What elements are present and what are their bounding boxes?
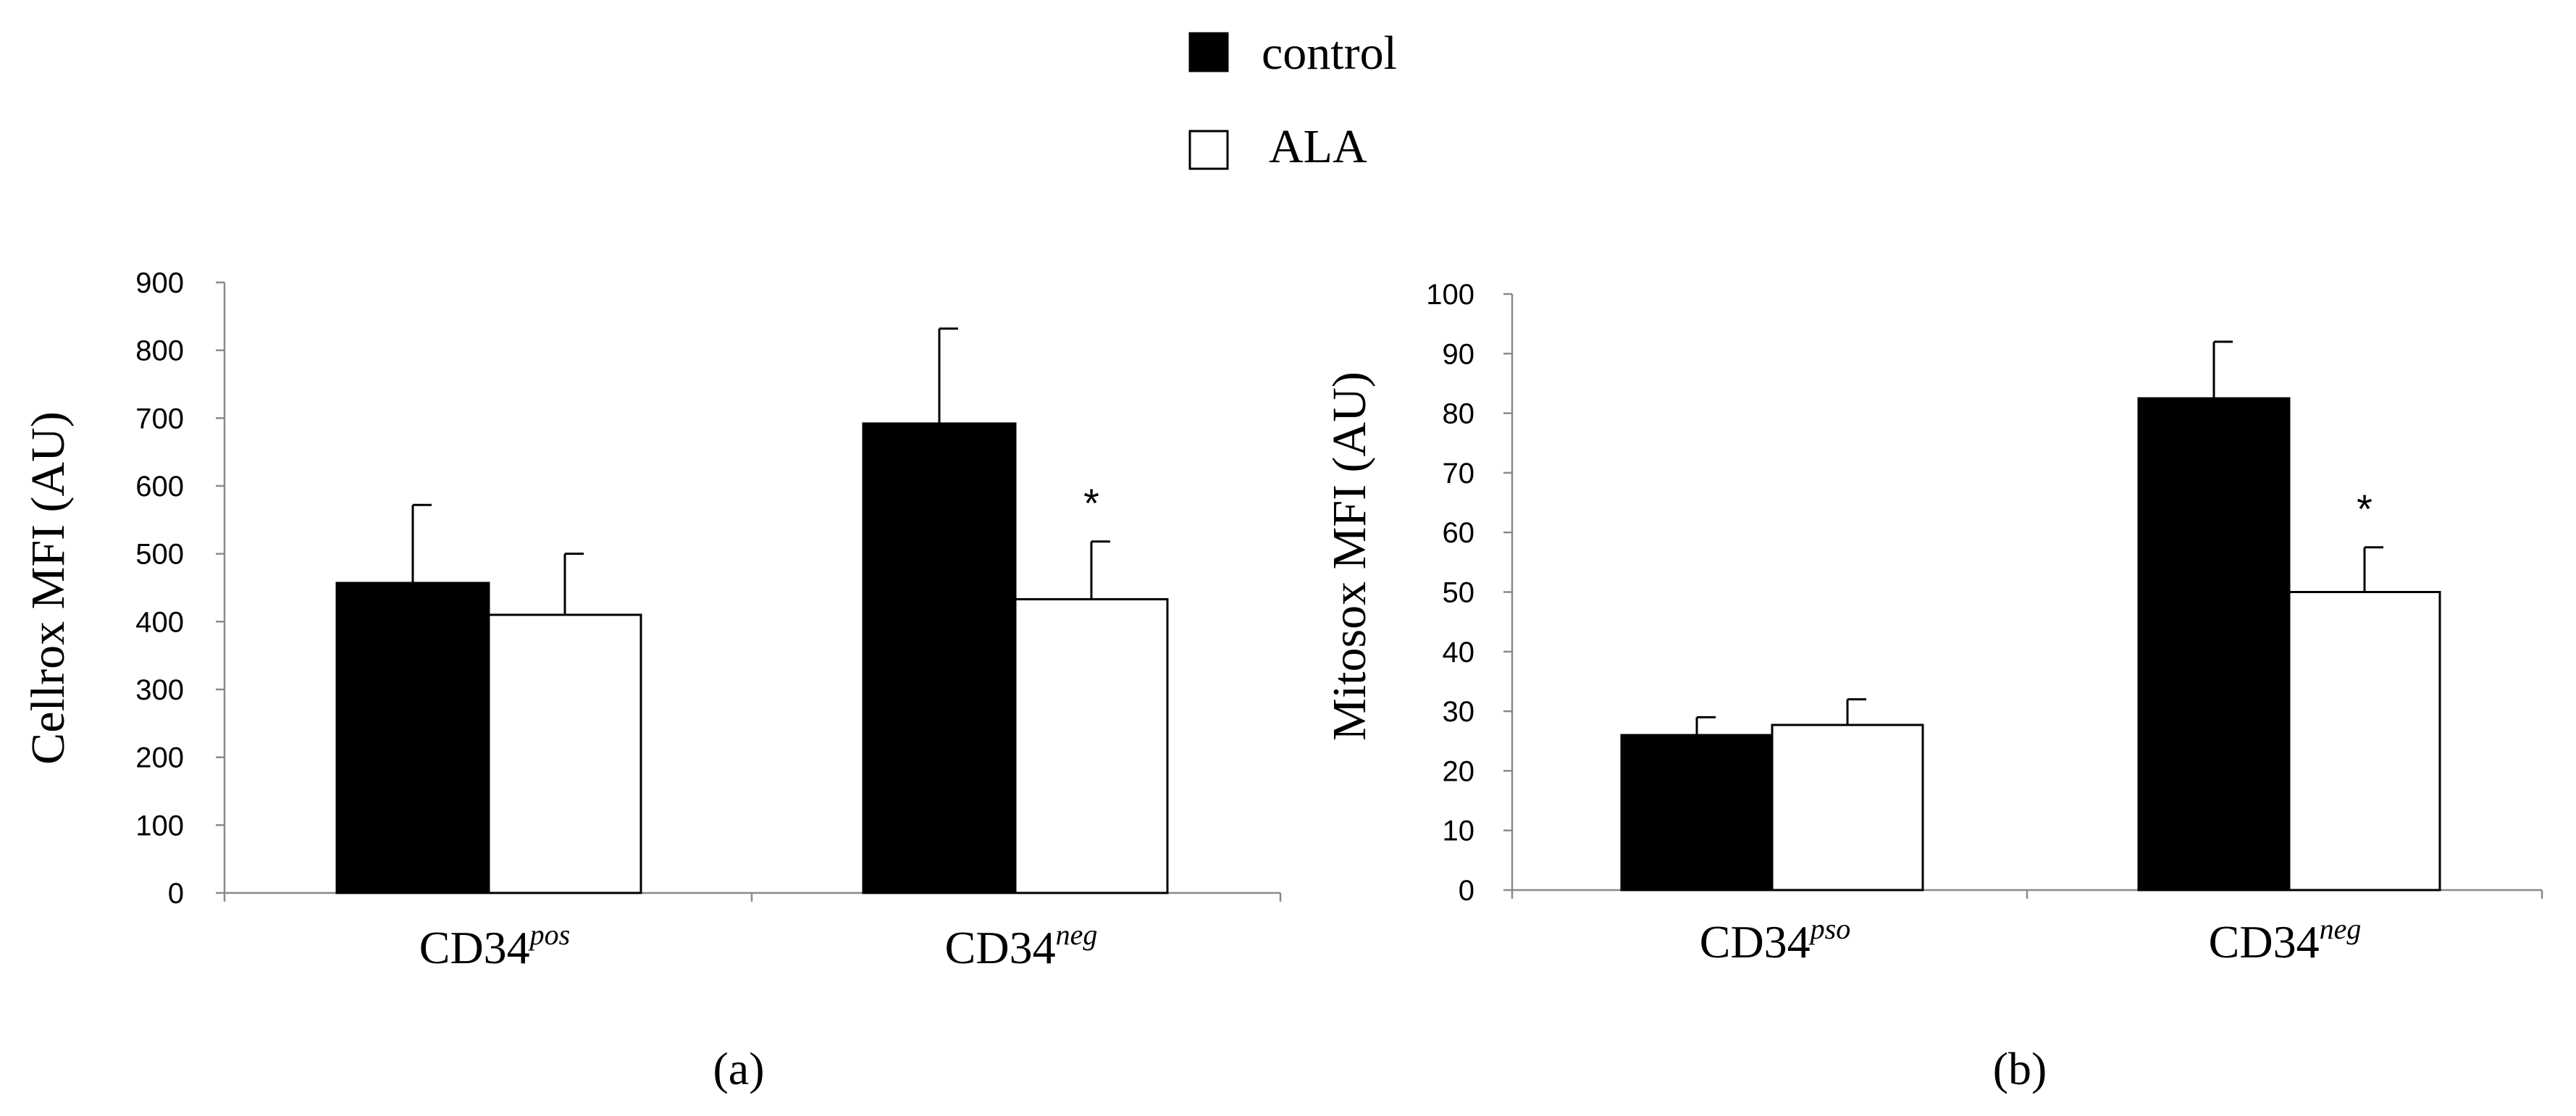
- bar-control: [1620, 734, 1774, 891]
- y-tick-label: 0: [168, 878, 184, 910]
- bar-control: [2137, 397, 2291, 891]
- y-tick-label: 90: [1443, 338, 1475, 370]
- y-tick-label: 900: [135, 267, 184, 299]
- y-tick-label: 200: [135, 742, 184, 774]
- y-tick-label: 600: [135, 471, 184, 503]
- category-label-base: CD34: [2209, 916, 2320, 968]
- significance-marker: *: [1083, 480, 1099, 526]
- y-tick-label: 50: [1443, 577, 1475, 609]
- y-tick-label: 500: [135, 539, 184, 571]
- y-tick-label: 30: [1443, 696, 1475, 728]
- legend-swatch-ala: [1188, 130, 1229, 170]
- y-tick-label: 70: [1443, 458, 1475, 490]
- category-label-base: CD34: [419, 922, 530, 973]
- bar-ala: [1771, 723, 1924, 891]
- y-tick-label: 20: [1443, 755, 1475, 787]
- category-label: CD34pso: [1700, 912, 1850, 968]
- y-tick-label: 400: [135, 606, 184, 638]
- category-label-superscript: neg: [2320, 912, 2362, 945]
- y-tick-label: 80: [1443, 398, 1475, 430]
- category-label-superscript: neg: [1056, 918, 1098, 951]
- legend-label-ala: ALA: [1269, 120, 1367, 173]
- panel-label: (b): [1993, 1043, 2047, 1094]
- bar-control: [335, 582, 490, 894]
- legend-label-control: control: [1262, 27, 1397, 80]
- y-tick-label: 300: [135, 674, 184, 706]
- category-label-base: CD34: [945, 922, 1056, 973]
- category-label-base: CD34: [1700, 916, 1811, 968]
- category-label: CD34pos: [419, 918, 570, 973]
- legend-swatch-control: [1188, 32, 1229, 72]
- y-tick-label: 0: [1459, 875, 1474, 907]
- y-axis-title: Mitosox MFI (AU): [1323, 372, 1376, 741]
- significance-marker: *: [2357, 486, 2372, 532]
- panel-label: (a): [713, 1043, 764, 1094]
- bar-ala: [2288, 591, 2441, 891]
- category-label: CD34neg: [2209, 912, 2362, 968]
- y-tick-label: 100: [135, 810, 184, 842]
- y-tick-label: 40: [1443, 637, 1475, 668]
- y-axis-title: Cellrox MFI (AU): [22, 411, 75, 765]
- category-label: CD34neg: [945, 918, 1098, 973]
- y-tick-label: 10: [1443, 815, 1475, 847]
- y-tick-label: 60: [1443, 517, 1475, 549]
- category-label-superscript: pos: [528, 918, 571, 951]
- legend: control ALA: [1188, 27, 1397, 173]
- bar-control: [862, 422, 1017, 894]
- y-tick-label: 100: [1426, 279, 1474, 311]
- bar-ala: [1014, 597, 1169, 894]
- category-label-superscript: pso: [1808, 912, 1851, 945]
- bar-ala: [487, 613, 642, 894]
- y-tick-label: 700: [135, 403, 184, 435]
- y-tick-label: 800: [135, 335, 184, 367]
